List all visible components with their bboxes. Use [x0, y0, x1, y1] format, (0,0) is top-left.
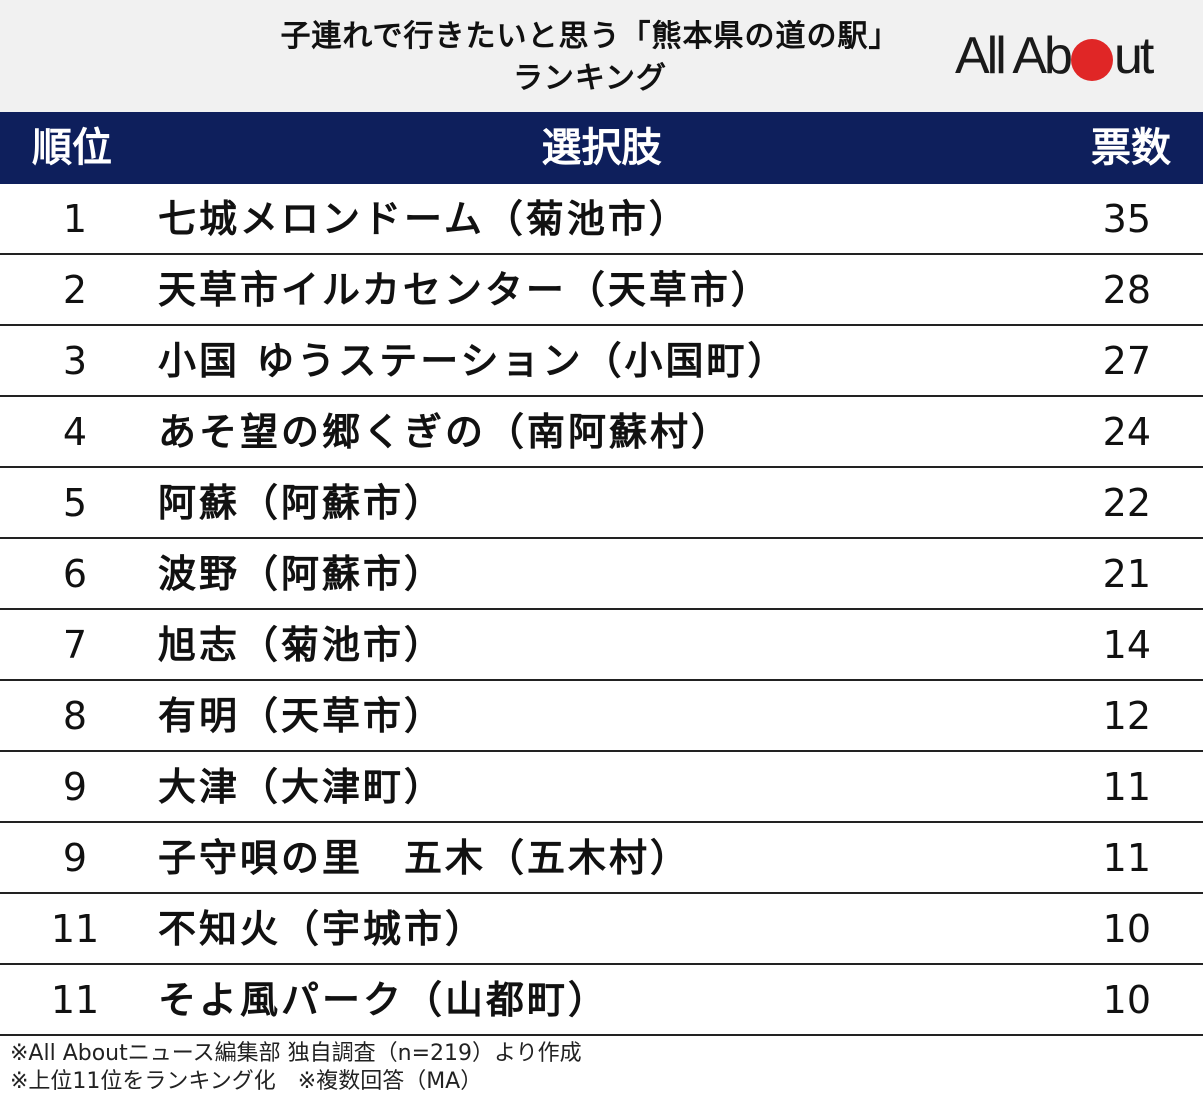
- votes-cell: 22: [1102, 481, 1151, 525]
- logo-text-start: All Ab: [955, 27, 1073, 85]
- rank-cell: 5: [62, 481, 88, 525]
- choice-cell: 天草市イルカセンター（天草市）: [158, 268, 772, 312]
- choice-cell: 大津（大津町）: [158, 765, 446, 809]
- rank-cell: 7: [62, 623, 88, 667]
- choice-cell: 子守唄の里 五木（五木村）: [158, 836, 692, 880]
- table-row: 1 七城メロンドーム（菊池市） 35: [0, 184, 1203, 255]
- votes-cell: 11: [1102, 836, 1151, 880]
- choice-cell: 七城メロンドーム（菊池市）: [158, 197, 690, 241]
- votes-cell: 10: [1102, 907, 1151, 951]
- ranking-table-body: 1 七城メロンドーム（菊池市） 35 2 天草市イルカセンター（天草市） 28 3 小国 …: [0, 184, 1203, 1036]
- table-row: 4 あそ望の郷くぎの（南阿蘇村） 24: [0, 397, 1203, 468]
- rank-cell: 6: [62, 552, 88, 596]
- choice-cell: あそ望の郷くぎの（南阿蘇村）: [158, 410, 733, 454]
- votes-cell: 10: [1102, 978, 1151, 1022]
- rank-cell: 11: [50, 978, 100, 1022]
- footnotes: ※All Aboutニュース編集部 独自調査（n=219）より作成 ※上位11位…: [10, 1040, 582, 1096]
- chart-title: 子連れで行きたいと思う「熊本県の道の駅」 ランキング: [140, 16, 1040, 100]
- votes-cell: 21: [1102, 552, 1151, 596]
- rank-cell: 3: [62, 339, 88, 383]
- rank-cell: 11: [50, 907, 100, 951]
- votes-cell: 14: [1102, 623, 1151, 667]
- votes-cell: 12: [1102, 694, 1151, 738]
- votes-cell: 11: [1102, 765, 1151, 809]
- logo-text-end: ut: [1113, 27, 1154, 85]
- votes-cell: 35: [1102, 197, 1151, 241]
- rank-cell: 4: [62, 410, 88, 454]
- column-header-choice: 選択肢: [541, 125, 662, 171]
- table-row: 7 旭志（菊池市） 14: [0, 610, 1203, 681]
- table-row: 6 波野（阿蘇市） 21: [0, 539, 1203, 610]
- votes-cell: 27: [1102, 339, 1151, 383]
- rank-cell: 9: [62, 836, 88, 880]
- title-band: [0, 0, 1203, 112]
- rank-cell: 9: [62, 765, 88, 809]
- table-row: 8 有明（天草市） 12: [0, 681, 1203, 752]
- table-row: 9 子守唄の里 五木（五木村） 11: [0, 823, 1203, 894]
- table-row: 11 不知火（宇城市） 10: [0, 894, 1203, 965]
- choice-cell: 波野（阿蘇市）: [158, 552, 446, 596]
- choice-cell: 不知火（宇城市）: [158, 907, 487, 951]
- rank-cell: 8: [62, 694, 88, 738]
- allabout-logo: All Ab ut: [955, 27, 1154, 85]
- footnote-source: ※All Aboutニュース編集部 独自調査（n=219）より作成: [10, 1041, 582, 1066]
- choice-cell: 小国 ゆうステーション（小国町）: [158, 339, 789, 383]
- choice-cell: 旭志（菊池市）: [158, 623, 446, 667]
- choice-cell: 有明（天草市）: [158, 694, 446, 738]
- rank-cell: 1: [62, 197, 88, 241]
- table-row: 9 大津（大津町） 11: [0, 752, 1203, 823]
- logo-dot-icon: [1070, 39, 1113, 81]
- votes-cell: 24: [1102, 410, 1151, 454]
- footnote-method: ※上位11位をランキング化 ※複数回答（MA）: [10, 1069, 483, 1094]
- table-header: 選択肢 順位 票数: [0, 112, 1203, 184]
- title-line-1: 子連れで行きたいと思う「熊本県の道の駅」: [280, 19, 900, 54]
- rank-cell: 2: [62, 268, 88, 312]
- votes-cell: 28: [1102, 268, 1151, 312]
- column-header-rank: 順位: [32, 125, 112, 171]
- table-row: 11 そよ風パーク（山都町） 10: [0, 965, 1203, 1036]
- title-line-2: ランキング: [512, 61, 668, 96]
- column-header-votes: 票数: [1091, 125, 1171, 171]
- table-row: 3 小国 ゆうステーション（小国町） 27: [0, 326, 1203, 397]
- table-row: 5 阿蘇（阿蘇市） 22: [0, 468, 1203, 539]
- choice-cell: そよ風パーク（山都町）: [158, 978, 610, 1022]
- choice-cell: 阿蘇（阿蘇市）: [158, 481, 446, 525]
- table-row: 2 天草市イルカセンター（天草市） 28: [0, 255, 1203, 326]
